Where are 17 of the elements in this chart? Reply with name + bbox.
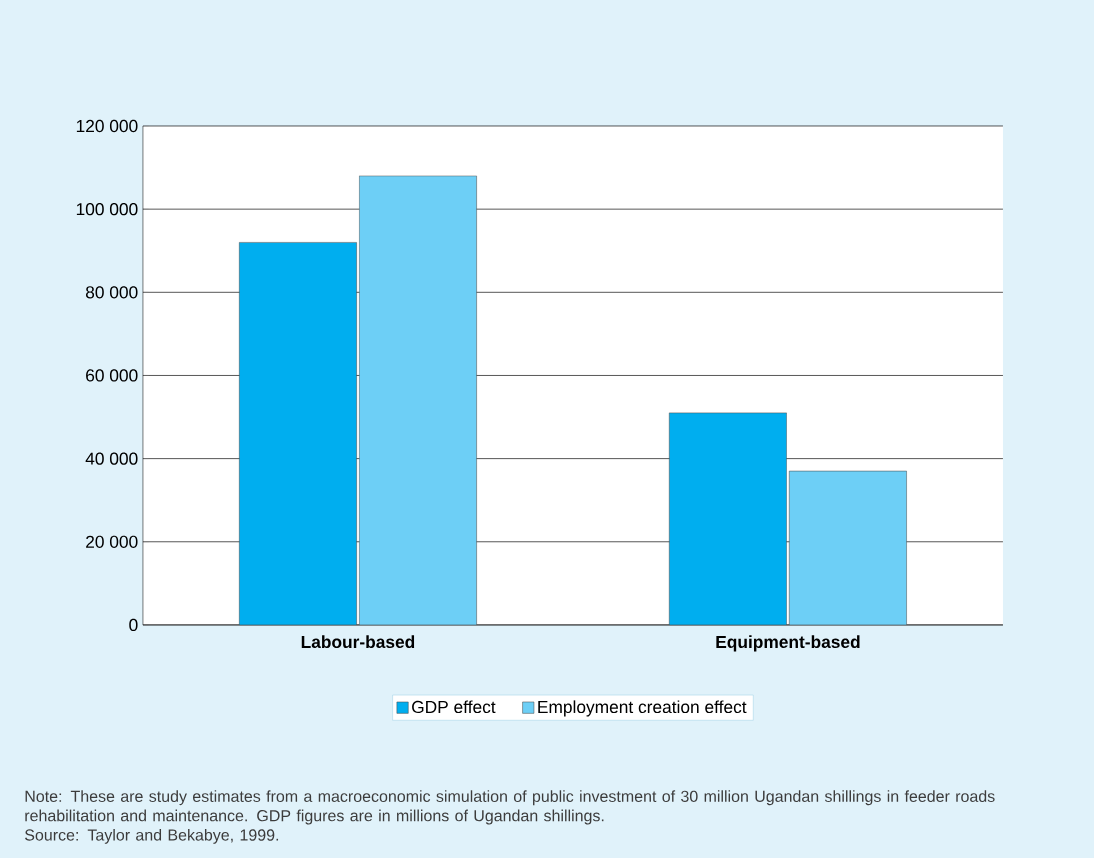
y-tick-label: 40 000 <box>85 452 138 465</box>
legend-label: GDP effect <box>412 700 496 714</box>
y-tick-label: 120 000 <box>76 119 138 133</box>
bar <box>669 412 787 625</box>
bar <box>239 242 357 625</box>
y-tick-label: 60 000 <box>86 369 138 382</box>
legend-label: Employment creation effect <box>538 700 747 717</box>
y-tick-label: 100 000 <box>76 203 138 216</box>
y-tick-label: 80 000 <box>85 286 138 299</box>
y-tick-label: 20 000 <box>86 535 138 548</box>
bar <box>359 175 477 625</box>
text: Note: These are study estimates from a macroeconomic simulation of public investment of 30 million Ugandan shillings in feeder roads rehabilitation and maintenance. GDP figures are in millions of Ugandan shillings. <box>25 790 995 825</box>
source-note: Source: Taylor and Bekabye, 1999. <box>25 828 279 844</box>
y-tick-label: 0 <box>129 618 138 632</box>
bar <box>789 470 907 625</box>
x-tick-label: Equipment-based <box>716 635 860 652</box>
x-tick-label: Labour-based <box>301 635 415 649</box>
